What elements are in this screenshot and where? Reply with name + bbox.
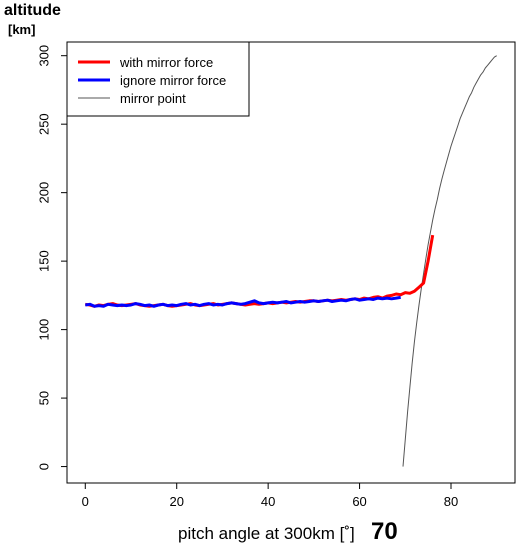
x-tick-label: 60 [352,494,366,509]
y-axis-unit: [km] [8,22,36,37]
x-axis-title: pitch angle at 300km [˚] [178,524,355,543]
x-tick-label: 0 [82,494,89,509]
series-line-ignore-mirror-force [85,295,401,308]
y-tick-label: 150 [36,250,51,272]
series-layer [85,55,497,467]
y-tick-label: 250 [36,113,51,135]
legend-label: with mirror force [119,55,213,70]
y-tick-label: 100 [36,319,51,341]
series-line-mirror-point [402,55,497,467]
legend-label: mirror point [120,91,186,106]
legend: with mirror force ignore mirror force mirr… [66,41,250,117]
legend-label: ignore mirror force [120,73,226,88]
x-tick-label: 80 [444,494,458,509]
x-tick-label: 40 [261,494,275,509]
y-tick-label: 200 [36,182,51,204]
y-axis-title: altitude [4,2,61,19]
x-axis: 0 20 40 60 80 [82,482,458,509]
y-tick-label: 300 [36,45,51,67]
series-line-with-mirror-force [85,234,435,308]
y-tick-label: 50 [36,391,51,405]
y-axis: 0 50 100 150 200 250 300 [36,45,68,470]
y-tick-label: 0 [36,463,51,470]
annotation-70: 70 [371,518,398,545]
x-tick-label: 20 [169,494,183,509]
